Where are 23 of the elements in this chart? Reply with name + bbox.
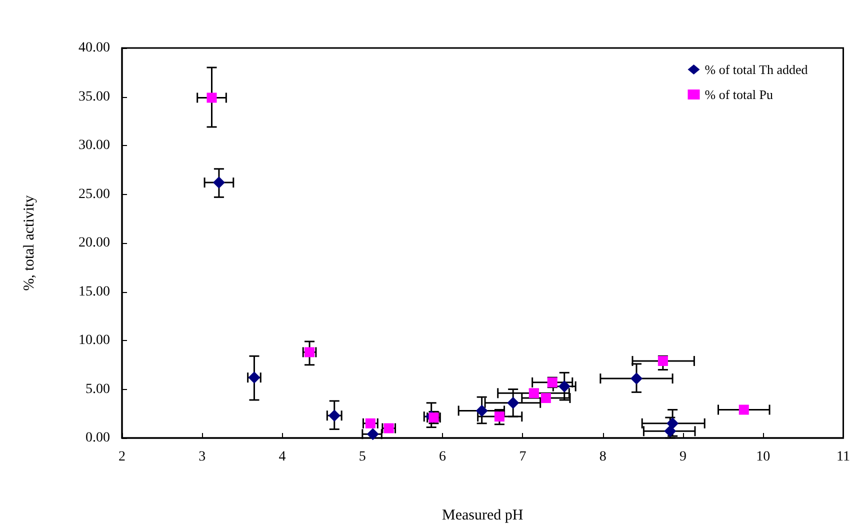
y-tick-label: 40.00 xyxy=(78,40,110,56)
y-tick-label: 20.00 xyxy=(78,236,110,250)
x-axis-title: Measured pH xyxy=(442,508,524,524)
y-tick-label: 35.00 xyxy=(78,89,110,104)
x-tick-label: 10 xyxy=(756,450,770,464)
y-tick-label: 30.00 xyxy=(78,138,110,153)
x-tick-label: 8 xyxy=(599,450,606,464)
y-tick-label: 0.00 xyxy=(86,430,110,446)
y-tick-label: 15.00 xyxy=(78,284,110,300)
x-tick-label: 9 xyxy=(679,450,686,464)
x-tick-label: 5 xyxy=(358,450,366,464)
x-tick-label: 4 xyxy=(278,450,286,464)
y-tick-label: 10.00 xyxy=(78,333,110,348)
x-tick-label: 11 xyxy=(836,450,850,464)
x-tick-label: 3 xyxy=(198,450,206,464)
x-tick-label: 7 xyxy=(519,450,526,464)
x-tick-label: 6 xyxy=(439,450,446,464)
y-tick-label: 5.00 xyxy=(86,382,110,397)
x-tick-label: 2 xyxy=(118,450,126,464)
y-tick-label: 25.00 xyxy=(78,186,110,202)
y-axis-title: %, total activity xyxy=(22,194,38,291)
legend-label: % of total Pu xyxy=(704,87,774,102)
legend-label: % of total Th added xyxy=(704,62,808,77)
